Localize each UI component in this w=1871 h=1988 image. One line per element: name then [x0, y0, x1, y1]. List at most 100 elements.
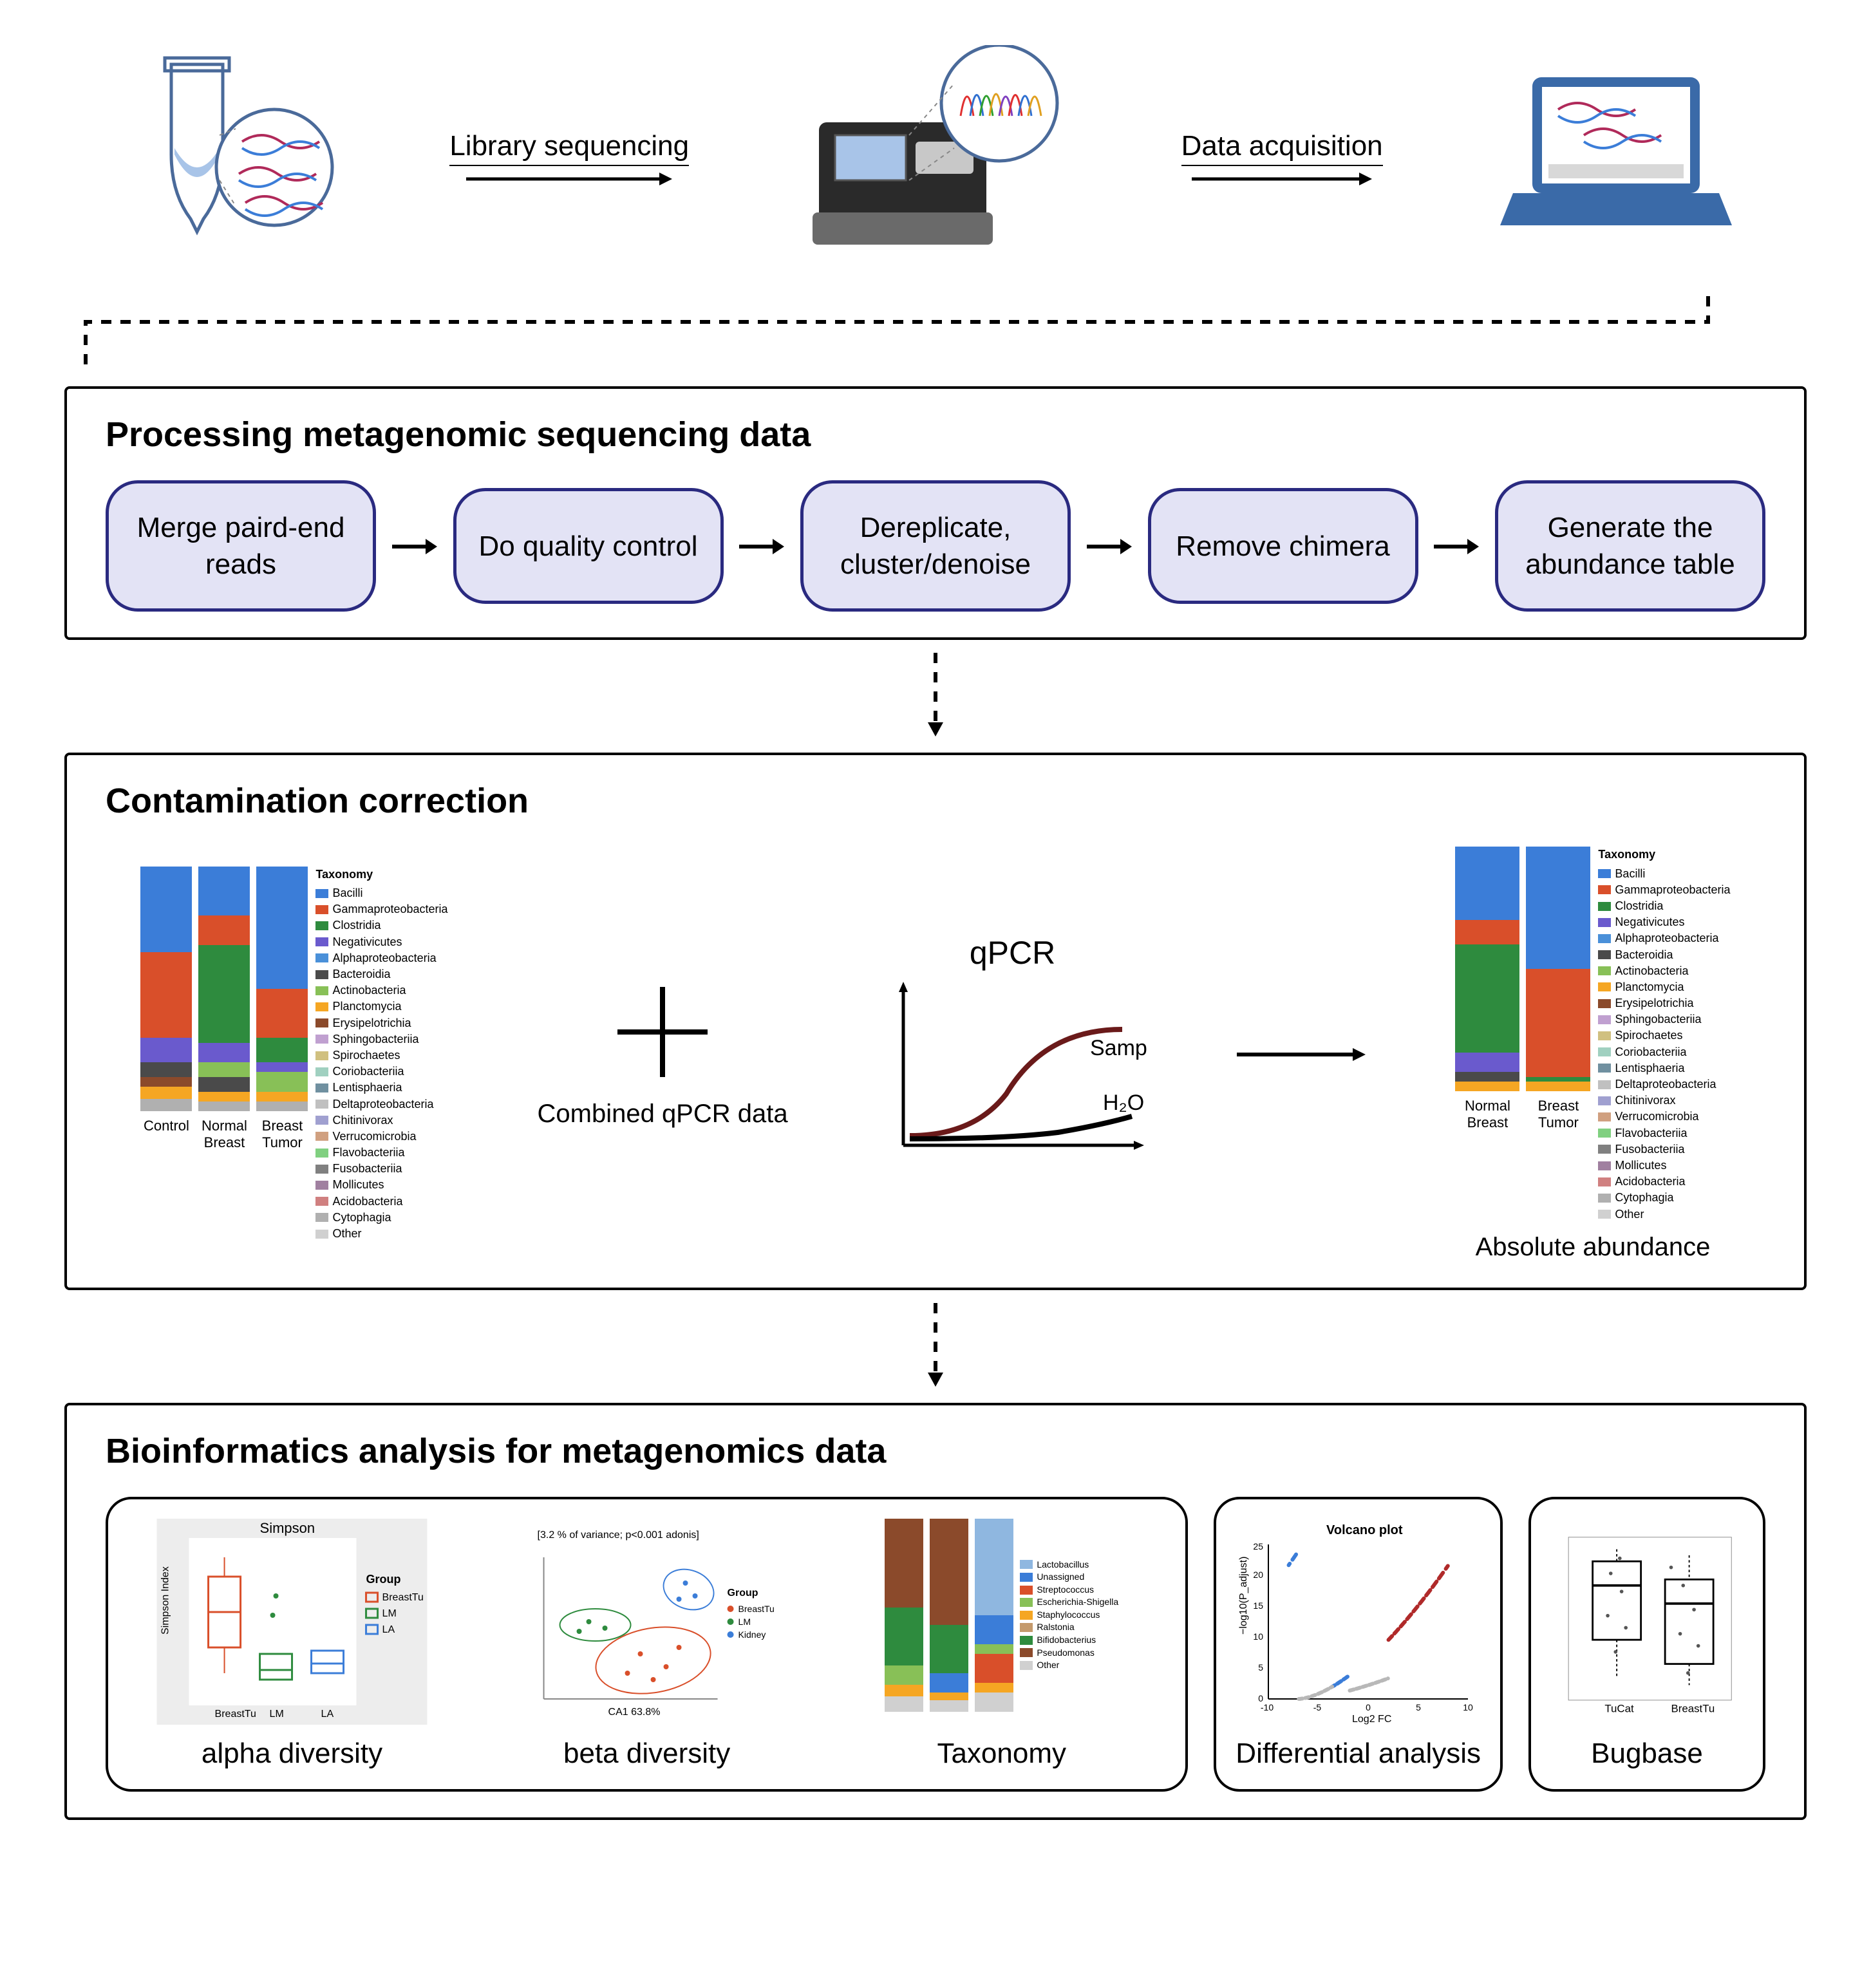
legend-item: Streptococcus [1020, 1584, 1118, 1597]
svg-text:BreastTu: BreastTu [1671, 1702, 1715, 1714]
legend-item: Lentisphaeria [315, 1080, 447, 1096]
legend-item: Bacteroidia [315, 966, 447, 982]
legend-item: Bifidobacterius [1020, 1634, 1118, 1647]
legend-item: Erysipelotrichia [315, 1015, 447, 1031]
bar-label: Normal Breast [1455, 1098, 1519, 1131]
svg-text:20: 20 [1253, 1570, 1263, 1580]
legend-item: Coriobacteriia [315, 1064, 447, 1080]
legend-item: Lentisphaeria [1598, 1060, 1730, 1076]
legend-item: Bacteroidia [1598, 947, 1730, 963]
proc-step-3: Remove chimera [1148, 488, 1418, 604]
differential-analysis: Volcano plot -10 -5 0 5 10 0 5 10 15 20 … [1214, 1497, 1503, 1792]
svg-text:TuCat: TuCat [1604, 1702, 1634, 1714]
contamination-title: Contamination correction [106, 781, 1765, 821]
svg-text:-10: -10 [1261, 1702, 1274, 1712]
bar-label: Control [140, 1118, 192, 1151]
combined-qpcr: Combined qPCR data [538, 980, 788, 1129]
legend-item: Clostridia [1598, 898, 1730, 914]
svg-text:Simpson: Simpson [260, 1520, 315, 1536]
legend-item: Gammaproteobacteria [315, 901, 447, 917]
bar-label: Normal Breast [198, 1118, 250, 1151]
legend-item: Lactobacillus [1020, 1559, 1118, 1571]
svg-text:5: 5 [1416, 1702, 1421, 1712]
legend-item: Cytophagia [315, 1210, 447, 1226]
legend-item: Fusobacteriia [315, 1161, 447, 1177]
bar-label: Breast Tumor [256, 1118, 308, 1151]
svg-text:Volcano plot: Volcano plot [1326, 1523, 1403, 1537]
svg-text:LM: LM [382, 1608, 397, 1619]
bar [1526, 847, 1590, 1091]
legend-item: Acidobacteria [1598, 1174, 1730, 1190]
chart1-container: ControlNormal BreastBreast Tumor Taxonom… [140, 867, 447, 1242]
step-arrow [739, 524, 784, 568]
legend-item: Spirochaetes [1598, 1027, 1730, 1044]
bar [1455, 847, 1519, 1091]
svg-text:LA: LA [321, 1709, 334, 1720]
bugbase: TuCat BreastTu Bugbase [1528, 1497, 1765, 1792]
bioinformatics-section: Bioinformatics analysis for metagenomics… [64, 1403, 1807, 1820]
legend-item: Other [1020, 1659, 1118, 1672]
legend-item: Gammaproteobacteria [1598, 882, 1730, 898]
svg-text:BreastTu: BreastTu [738, 1604, 775, 1614]
legend-item: Sphingobacteriia [315, 1031, 447, 1047]
legend-item: Deltaproteobacteria [315, 1096, 447, 1112]
processing-section: Processing metagenomic sequencing data M… [64, 386, 1807, 640]
legend-item: Mollicutes [1598, 1158, 1730, 1174]
svg-text:LA: LA [382, 1624, 395, 1635]
svg-text:BreastTu: BreastTu [382, 1592, 424, 1603]
step-arrow [392, 524, 437, 568]
svg-text:15: 15 [1253, 1600, 1263, 1611]
bioinformatics-title: Bioinformatics analysis for metagenomics… [106, 1431, 1765, 1471]
bar [140, 867, 192, 1111]
proc-step-2: Dereplicate, cluster/denoise [800, 480, 1071, 612]
bugbase-boxplot: TuCat BreastTu [1550, 1519, 1744, 1725]
step-arrow [1087, 524, 1132, 568]
processing-steps-row: Merge paird-end readsDo quality controlD… [106, 480, 1765, 612]
beta-diversity: [3.2 % of variance; p<0.001 adonis] CA1 … [482, 1519, 811, 1770]
bar [256, 867, 308, 1111]
svg-text:Sample: Sample [1090, 1036, 1148, 1060]
svg-text:10: 10 [1253, 1631, 1263, 1642]
legend-item: Other [315, 1226, 447, 1242]
sequencer-icon [800, 45, 1070, 277]
legend-item: Cytophagia [1598, 1190, 1730, 1206]
bar [930, 1519, 968, 1712]
legend-item: Deltaproteobacteria [1598, 1076, 1730, 1092]
arrow-to-abs [1237, 1042, 1366, 1067]
legend-item: Alphaproteobacteria [1598, 930, 1730, 946]
bar [975, 1519, 1013, 1712]
svg-text:Group: Group [728, 1588, 758, 1599]
svg-text:BreastTu: BreastTu [215, 1709, 256, 1720]
svg-text:CA1 63.8%: CA1 63.8% [608, 1707, 661, 1718]
chart2-container: Normal BreastBreast Tumor TaxonomyBacill… [1455, 847, 1730, 1261]
svg-text:0: 0 [1366, 1702, 1371, 1712]
legend-item: Pseudomonas [1020, 1647, 1118, 1660]
bar [198, 867, 250, 1111]
legend-item: Negativicutes [315, 934, 447, 950]
legend-item: Other [1598, 1206, 1730, 1223]
svg-text:25: 25 [1253, 1541, 1263, 1552]
chart1-stacked-bar [140, 867, 308, 1111]
contamination-section: Contamination correction ControlNormal B… [64, 753, 1807, 1289]
dashed-arrow-1 [26, 653, 1845, 740]
legend-item: Flavobacteriia [315, 1145, 447, 1161]
legend-item: Chitinivorax [315, 1112, 447, 1129]
svg-text:Simpson Index: Simpson Index [160, 1566, 171, 1635]
qpcr-plot: qPCR Sample H₂O [878, 934, 1148, 1174]
taxonomy-chart: LactobacillusUnassignedStreptococcusEsch… [837, 1519, 1166, 1770]
proc-step-1: Do quality control [453, 488, 724, 604]
legend-item: Sphingobacteriia [1598, 1011, 1730, 1027]
svg-text:-5: -5 [1313, 1702, 1321, 1712]
chart1-legend: TaxonomyBacilliGammaproteobacteriaClostr… [315, 867, 447, 1242]
alpha-boxplot: Simpson BreastTu LM [127, 1519, 456, 1725]
legend-item: Fusobacteriia [1598, 1141, 1730, 1158]
volcano-plot: Volcano plot -10 -5 0 5 10 0 5 10 15 20 … [1236, 1519, 1481, 1725]
svg-text:Log2 FC: Log2 FC [1352, 1714, 1391, 1725]
legend-item: Coriobacteriia [1598, 1044, 1730, 1060]
legend-item: Planctomycia [315, 999, 447, 1015]
legend-item: Flavobacteriia [1598, 1125, 1730, 1141]
alpha-diversity: Simpson BreastTu LM [127, 1519, 456, 1770]
dashed-connector-1 [34, 296, 1837, 373]
legend-item: Mollicutes [315, 1177, 447, 1193]
svg-text:0: 0 [1258, 1693, 1263, 1703]
